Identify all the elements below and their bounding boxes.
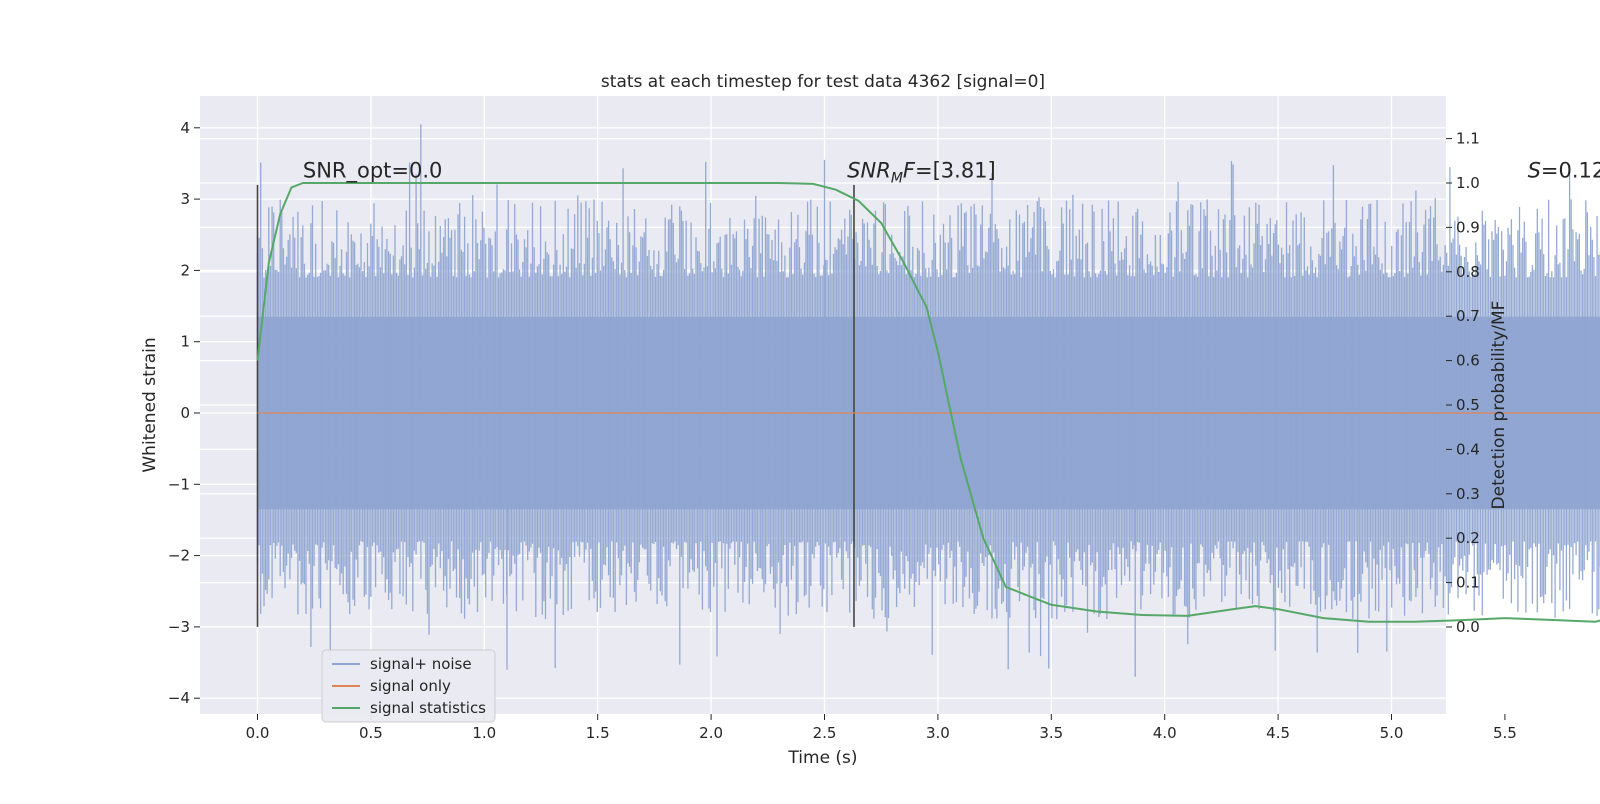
x-tick-label: 3.5 (1039, 724, 1063, 742)
annotation-s-value: =0.12 (1541, 159, 1600, 183)
y-tick-label: −4 (168, 689, 190, 707)
y2-tick-label: 0.3 (1456, 485, 1480, 503)
x-tick-label: 5.5 (1493, 724, 1517, 742)
y-tick-label: 1 (180, 333, 190, 351)
x-tick-label: 0.5 (359, 724, 383, 742)
legend: signal+ noise signal only signal statistic… (322, 650, 495, 722)
y2-tick-label: 0.0 (1456, 618, 1480, 636)
x-tick-label: 1.0 (472, 724, 496, 742)
y2-tick-label: 0.7 (1456, 307, 1480, 325)
y-tick-label: 3 (180, 190, 190, 208)
legend-label: signal statistics (370, 699, 486, 717)
chart-title: stats at each timestep for test data 436… (601, 72, 1045, 92)
x-tick-label: 5.0 (1380, 724, 1404, 742)
y2-tick-label: 1.1 (1456, 130, 1480, 148)
y-tick-label: −2 (168, 547, 190, 565)
annotation-snr_mf-subscript: M (891, 171, 903, 187)
y2-tick-label: 0.1 (1456, 574, 1480, 592)
y-axis-title: Whitened strain (140, 337, 160, 472)
y2-tick-label: 1.0 (1456, 174, 1480, 192)
annotation-snr_mf-tail: F= (903, 159, 933, 183)
y2-tick-label: 0.8 (1456, 263, 1480, 281)
y2-tick-label: 0.9 (1456, 218, 1480, 236)
y-tick-label: −3 (168, 618, 190, 636)
x-axis-title: Time (s) (787, 748, 857, 768)
x-tick-label: 2.5 (813, 724, 837, 742)
x-tick-label: 3.0 (926, 724, 950, 742)
annotation-snr_opt: SNR_opt=0.0 (303, 159, 443, 184)
y-tick-label: −1 (168, 475, 190, 493)
annotation-snr_mf: SNRMF=[3.81] (847, 159, 996, 187)
x-tick-label: 2.0 (699, 724, 723, 742)
y2-tick-label: 0.4 (1456, 440, 1480, 458)
annotation-snr_mf-value: [3.81] (933, 159, 996, 183)
y-tick-label: 4 (180, 119, 190, 137)
annotation-snr_mf-symbol: SNR (847, 159, 891, 183)
y2-tick-label: 0.5 (1456, 396, 1480, 414)
legend-label: signal only (370, 677, 451, 695)
y-tick-label: 0 (180, 404, 190, 422)
x-tick-label: 4.0 (1153, 724, 1177, 742)
legend-label: signal+ noise (370, 655, 472, 673)
annotation-s-symbol: S (1528, 159, 1541, 183)
x-tick-label: 0.0 (246, 724, 270, 742)
annotation-s: S=0.12 (1528, 159, 1600, 183)
x-tick-label: 1.5 (586, 724, 610, 742)
y2-axis-title: Detection probability/MF (1489, 301, 1509, 510)
y2-tick-label: 0.6 (1456, 352, 1480, 370)
x-tick-label: 4.5 (1266, 724, 1290, 742)
y2-tick-label: 0.2 (1456, 529, 1480, 547)
y-tick-label: 2 (180, 261, 190, 279)
